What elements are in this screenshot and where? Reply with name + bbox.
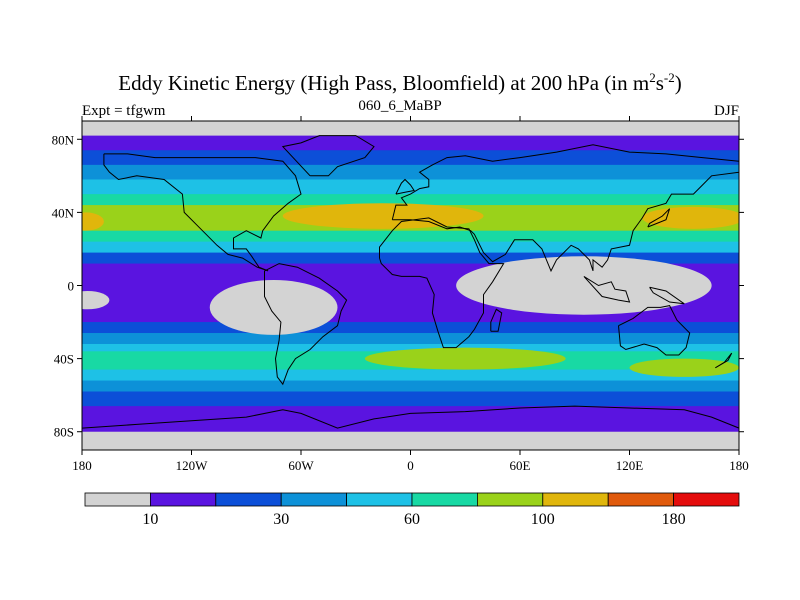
lat-tick-label-0: 80N	[52, 132, 75, 147]
coastline-1	[264, 263, 348, 386]
colorbar-box-6	[476, 492, 544, 507]
experiment-label: Expt = tfgwm	[82, 103, 166, 119]
contour-band-3	[82, 164, 739, 180]
contour-patch-calm-pacific-west	[82, 290, 110, 310]
title-sup-2: -2	[663, 70, 675, 85]
plot-subtitle: 060_6_MaBP	[358, 98, 442, 114]
contour-band-13	[82, 343, 739, 352]
lon-tick-label-3: 0	[407, 458, 414, 473]
contour-patch-calm-indian-pacific	[456, 256, 712, 315]
contour-patch-calm-pacific-east	[209, 280, 338, 335]
colorbar-box-4	[346, 492, 413, 507]
colorbar-label-4: 180	[662, 511, 686, 528]
contour-band-18	[82, 406, 739, 433]
title-sup-1: 2	[649, 70, 656, 85]
contour-band-9	[82, 252, 739, 265]
colorbar-box-7	[542, 492, 609, 507]
contour-band-0	[82, 121, 739, 137]
coastline-4	[618, 305, 691, 356]
coastline-8	[583, 275, 631, 303]
coastline-3	[379, 217, 505, 349]
lon-tick-label-6: 180	[729, 458, 749, 473]
title-close: )	[674, 71, 682, 95]
colorbar-box-9	[673, 492, 740, 507]
contour-band-12	[82, 333, 739, 345]
colorbar-label-0: 10	[142, 511, 158, 528]
coastline-12	[715, 352, 733, 369]
lon-tick-label-1: 120W	[176, 458, 209, 473]
contour-band-11	[82, 322, 739, 334]
contour-band-7	[82, 230, 739, 243]
coastline-5	[281, 135, 375, 177]
contour-patch-jet-core-atlantic	[282, 203, 484, 229]
contour-band-8	[82, 241, 739, 254]
lon-tick-label-5: 120E	[616, 458, 644, 473]
contour-band-19	[82, 431, 739, 450]
contour-band-16	[82, 380, 739, 393]
coastline-2	[391, 144, 739, 273]
colorbar-label-2: 60	[404, 511, 420, 528]
lat-tick-label-3: 40S	[54, 352, 74, 367]
contour-patch-jet-core-dateline	[82, 212, 104, 231]
lon-tick-label-4: 60E	[510, 458, 531, 473]
coastline-10	[647, 208, 671, 228]
title-main: Eddy Kinetic Energy (High Pass, Bloomfie…	[118, 71, 650, 95]
coastline-11	[395, 178, 415, 195]
colorbar-box-8	[607, 492, 675, 507]
colorbar-label-3: 100	[531, 511, 555, 528]
colorbar: 10 30 60 100 180	[84, 492, 740, 528]
lon-tick-label-0: 180	[72, 458, 92, 473]
contour-patch-southern-jet-atlantic	[364, 347, 566, 370]
plot-title: Eddy Kinetic Energy (High Pass, Bloomfie…	[0, 70, 800, 96]
coastline-7	[490, 308, 503, 332]
map-axis-ticks: 180 120W 60W 0 60E 120E 180 80N 40N 0 40S 80S	[52, 116, 749, 473]
contour-band-2	[82, 150, 739, 166]
colorbar-box-3	[280, 492, 348, 507]
map-contour-fill	[82, 121, 739, 450]
lat-tick-label-1: 40N	[52, 205, 75, 220]
season-label: DJF	[713, 103, 739, 119]
lat-tick-label-2: 0	[68, 279, 75, 294]
coastline-9	[649, 286, 685, 305]
colorbar-label-1: 30	[273, 511, 289, 528]
coastline-0	[103, 153, 302, 272]
contour-band-17	[82, 391, 739, 407]
contour-band-1	[82, 135, 739, 151]
map-coastlines	[82, 135, 739, 429]
lon-tick-label-2: 60W	[288, 458, 314, 473]
contour-patch-jet-core-pacific	[642, 206, 739, 229]
coastline-6	[82, 405, 739, 429]
lat-tick-label-4: 80S	[54, 425, 74, 440]
contour-band-5	[82, 194, 739, 206]
contour-patch-southern-jet-pacific	[629, 358, 739, 377]
colorbar-box-2	[215, 492, 282, 507]
colorbar-box-0	[84, 492, 151, 507]
contour-band-4	[82, 179, 739, 195]
contour-band-15	[82, 369, 739, 382]
colorbar-box-5	[411, 492, 478, 507]
title-mid: s	[655, 71, 664, 95]
colorbar-box-1	[149, 492, 217, 507]
